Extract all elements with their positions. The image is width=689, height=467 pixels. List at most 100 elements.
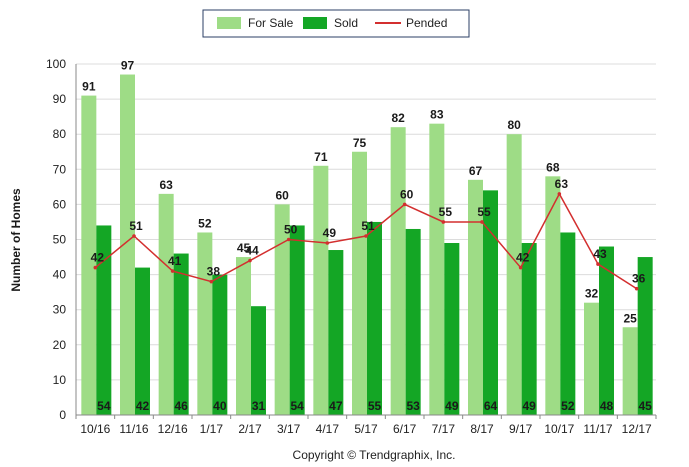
y-tick-label: 20 xyxy=(53,338,67,352)
x-tick-label: 11/17 xyxy=(583,422,612,436)
pended-value-label: 38 xyxy=(207,265,221,279)
pended-point xyxy=(402,202,407,207)
sold-bar xyxy=(637,257,653,415)
sold-value-label: 49 xyxy=(522,399,536,413)
x-tick-label: 6/17 xyxy=(393,422,417,436)
pended-point xyxy=(325,241,330,245)
y-tick-label: 70 xyxy=(53,162,67,176)
for-sale-bar xyxy=(352,151,367,415)
for-sale-bar xyxy=(468,179,483,415)
pended-point xyxy=(248,258,252,263)
pended-value-label: 55 xyxy=(439,205,453,219)
pended-value-label: 60 xyxy=(400,187,414,201)
for-sale-value-label: 83 xyxy=(430,108,444,122)
sold-bar xyxy=(405,228,421,415)
legend-frame xyxy=(202,9,470,38)
y-tick-label: 90 xyxy=(53,92,67,106)
sold-value-label: 31 xyxy=(252,399,266,413)
pended-value-label: 63 xyxy=(555,177,569,191)
sold-value-label: 54 xyxy=(97,399,111,413)
x-tick-label: 5/17 xyxy=(354,422,378,436)
for-sale-value-label: 75 xyxy=(353,136,367,150)
for-sale-value-label: 45 xyxy=(237,241,251,255)
for-sale-value-label: 25 xyxy=(623,311,637,325)
sold-value-label: 46 xyxy=(174,399,188,413)
pended-line-group xyxy=(93,192,639,291)
sold-value-label: 52 xyxy=(561,399,575,413)
for-sale-value-label: 67 xyxy=(469,164,483,178)
for-sale-value-label: 63 xyxy=(159,178,173,192)
legend-label: For Sale xyxy=(248,16,294,30)
pended-value-label: 44 xyxy=(245,244,259,258)
pended-value-label: 55 xyxy=(477,205,491,219)
sold-value-label: 48 xyxy=(600,399,614,413)
sold-value-label: 64 xyxy=(484,399,498,413)
x-tick-label: 10/16 xyxy=(80,422,110,436)
sold-value-label: 40 xyxy=(213,399,227,413)
sold-value-label: 45 xyxy=(638,399,652,413)
x-tick-label: 3/17 xyxy=(277,422,301,436)
y-tick-label: 40 xyxy=(53,268,67,282)
for-sale-bar xyxy=(120,74,135,415)
pended-value-label: 51 xyxy=(361,219,375,233)
legend-swatch xyxy=(217,17,241,29)
for-sale-bar xyxy=(506,134,522,415)
pended-point xyxy=(596,262,600,266)
sold-bar xyxy=(135,267,150,415)
sold-bar xyxy=(212,274,228,415)
pended-point xyxy=(518,265,523,270)
x-tick-label: 8/17 xyxy=(470,422,494,436)
for-sale-bar xyxy=(622,327,638,415)
x-tick-label: 1/17 xyxy=(200,422,224,436)
x-tick-label: 4/17 xyxy=(316,422,340,436)
y-tick-label: 0 xyxy=(59,408,66,422)
y-tick-label: 30 xyxy=(53,303,67,317)
y-tick-label: 60 xyxy=(53,197,67,211)
for-sale-value-label: 80 xyxy=(507,118,521,132)
pended-value-label: 36 xyxy=(632,272,646,286)
sold-bar xyxy=(444,243,460,415)
x-tick-label: 12/16 xyxy=(158,422,188,436)
for-sale-bar xyxy=(429,123,445,416)
for-sale-bar xyxy=(313,165,329,415)
pended-point xyxy=(170,269,175,273)
for-sale-value-label: 71 xyxy=(314,150,328,164)
sold-value-label: 47 xyxy=(329,399,343,413)
sold-bar xyxy=(289,225,305,415)
y-tick-label: 100 xyxy=(46,57,66,71)
sold-bar xyxy=(173,253,189,415)
pended-point xyxy=(132,234,136,238)
sold-value-label: 42 xyxy=(136,399,150,413)
for-sale-value-label: 52 xyxy=(198,216,212,230)
for-sale-bar xyxy=(274,204,290,415)
x-tick-label: 2/17 xyxy=(238,422,262,436)
sold-bar xyxy=(328,250,344,415)
for-sale-bar xyxy=(236,257,251,415)
pended-value-label: 49 xyxy=(323,226,337,240)
pended-point xyxy=(634,286,639,291)
y-tick-label: 80 xyxy=(53,127,67,141)
for-sale-value-label: 32 xyxy=(585,287,599,301)
y-tick-label: 50 xyxy=(53,233,67,247)
sold-bar xyxy=(96,225,112,415)
pended-point xyxy=(480,220,484,224)
sold-bar xyxy=(560,232,576,415)
y-tick-label: 10 xyxy=(53,373,67,387)
x-tick-label: 9/17 xyxy=(509,422,533,436)
for-sale-bar xyxy=(390,127,406,416)
sold-value-label: 55 xyxy=(368,399,382,413)
pended-value-label: 41 xyxy=(168,254,182,268)
pended-point xyxy=(286,237,291,242)
legend-label: Pended xyxy=(406,16,447,30)
x-tick-label: 11/16 xyxy=(119,422,148,436)
copyright-text: Copyright © Trendgraphix, Inc. xyxy=(293,448,456,462)
legend-label: Sold xyxy=(334,16,358,30)
for-sale-bar xyxy=(158,193,174,415)
pended-point xyxy=(557,192,562,196)
for-sale-value-label: 97 xyxy=(121,59,135,73)
y-axis-ticks: 0 10 20 30 40 50 60 70 80 90 100 xyxy=(46,57,66,422)
pended-value-label: 43 xyxy=(593,247,607,261)
sold-bar xyxy=(599,246,614,415)
sold-value-label: 53 xyxy=(406,399,420,413)
